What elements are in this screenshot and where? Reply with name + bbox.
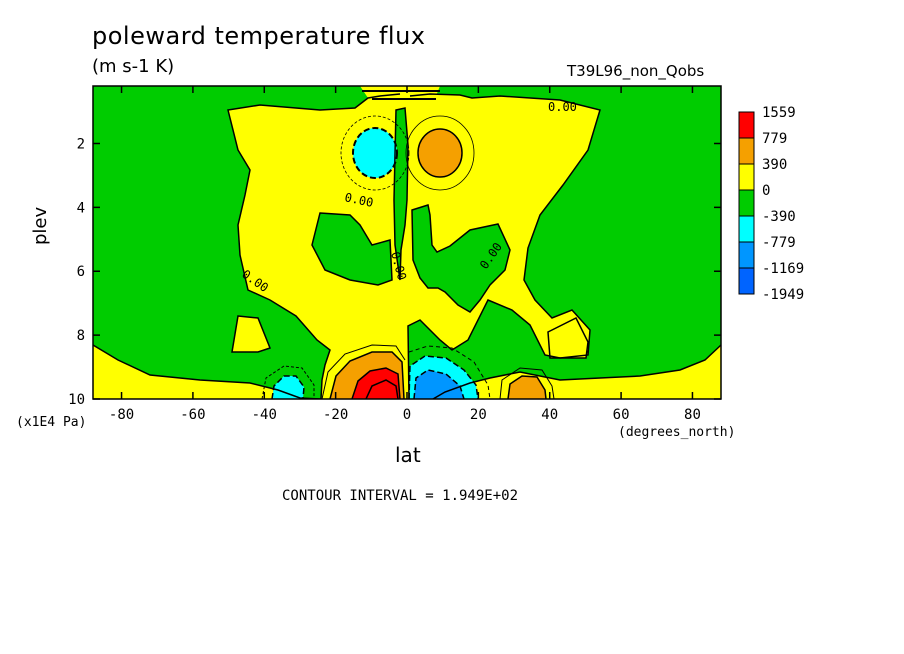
x-tick-label: 60	[613, 407, 630, 423]
contour-low-left-2	[329, 351, 405, 399]
color-legend: 1559 779 390 0 -390 -779 -1169 -1949	[738, 105, 804, 303]
x-axis-units: (degrees_north)	[618, 425, 736, 440]
contour-dashed-upper-left	[352, 127, 398, 179]
contour-low-right-3	[413, 369, 465, 399]
legend-swatch	[738, 163, 755, 191]
legend-level-label: -779	[762, 235, 796, 251]
contour-zero-right-box	[547, 316, 589, 359]
x-tick-label: -20	[323, 407, 348, 423]
legend-level-label: 1559	[762, 105, 796, 121]
y-axis-units: (x1E4 Pa)	[16, 415, 87, 430]
legend-swatch	[738, 267, 755, 295]
x-axis-ticks: -80 -60 -40 -20 0 20 40 60 80	[109, 86, 701, 423]
x-tick-label: 20	[470, 407, 487, 423]
contour-low-far-right	[499, 367, 555, 399]
run-label: T39L96_non_Qobs	[567, 62, 705, 80]
fill-negative-upper-cyan	[353, 128, 397, 178]
legend-level-label: -1169	[762, 261, 804, 277]
x-tick-label: -80	[109, 407, 134, 423]
y-tick-label: 10	[68, 392, 85, 408]
x-axis-label: lat	[395, 443, 421, 467]
contour-low-left-1	[321, 344, 406, 399]
x-tick-label: -60	[180, 407, 205, 423]
fill-negative-right	[408, 86, 721, 399]
contour-zero-center	[393, 107, 409, 281]
legend-level-label: -1949	[762, 287, 804, 303]
y-axis-ticks: 2 4 6 8 10	[68, 136, 721, 408]
legend-level-label: 390	[762, 157, 787, 173]
fill-negative-low-right-blue	[414, 370, 464, 399]
contour-thin-upper-left	[340, 115, 410, 191]
chart-units: (m s-1 K)	[92, 56, 175, 77]
contour-label: 0.00	[343, 190, 374, 210]
x-tick-label: 0	[403, 407, 411, 423]
contour-labels: 0.00 0.00 0.00 0.00 0.00	[239, 100, 577, 295]
contour-upper-right	[417, 128, 463, 178]
contour-top-band	[362, 90, 440, 100]
contour-zero-right-low	[432, 344, 721, 399]
contour-zero-right-mid	[411, 204, 511, 313]
contour-zero-left-upper	[93, 93, 401, 399]
contour-low-left-3	[351, 367, 401, 399]
legend-swatch	[738, 137, 755, 165]
fill-negative-left-upper	[93, 86, 404, 399]
fill-negative-low-left-cyan	[272, 376, 304, 399]
contour-zero-left-box	[231, 315, 271, 353]
x-tick-label: 80	[684, 407, 701, 423]
legend-swatch	[738, 189, 755, 217]
chart-title: poleward temperature flux	[92, 22, 426, 50]
legend-swatch	[738, 241, 755, 269]
fill-positive-upper-orange	[418, 129, 462, 177]
contour-low-far-left-2	[271, 375, 305, 399]
x-tick-label: 40	[541, 407, 558, 423]
contour-zero-right	[407, 93, 601, 399]
legend-swatch	[738, 215, 755, 243]
legend-level-label: 779	[762, 131, 787, 147]
contour-zero-left-mid	[311, 212, 393, 286]
fill-negative-left-mid	[312, 213, 392, 285]
fill-positive-low-right-orange	[508, 376, 546, 399]
contour-low-right-1	[408, 345, 491, 399]
x-tick-label: -40	[252, 407, 277, 423]
fill-positive-right-box	[548, 318, 588, 358]
y-tick-label: 4	[77, 200, 85, 216]
legend-swatch	[738, 111, 755, 139]
contour-low-far-left	[261, 365, 315, 399]
y-tick-label: 6	[77, 264, 85, 280]
contour-low-right-2	[408, 355, 479, 399]
legend-level-label: -390	[762, 209, 796, 225]
contour-thin-upper-right	[405, 115, 475, 191]
y-tick-label: 2	[77, 136, 85, 152]
contour-low-left-4	[365, 379, 399, 399]
contour-lines	[93, 90, 721, 399]
contour-low-far-right-2	[507, 375, 547, 399]
contour-interval: CONTOUR INTERVAL = 1.949E+02	[282, 488, 519, 504]
contour-label: 0.00	[548, 100, 577, 114]
y-tick-label: 8	[77, 328, 85, 344]
fill-negative-right-mid	[412, 205, 510, 312]
legend-level-label: 0	[762, 183, 770, 199]
